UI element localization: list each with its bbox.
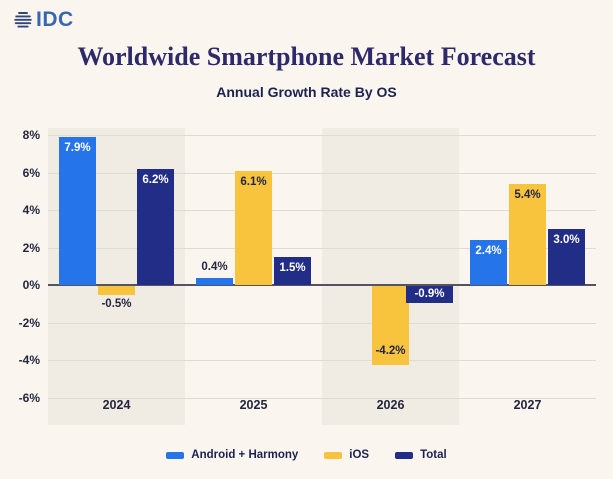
y-axis-tick-8: 8% [22,128,40,142]
legend-item-android-harmony: Android + Harmony [166,449,298,461]
chart-plot-area: 2024 2025 2026 2027 8% 6% 4% 2% 0% -2% -4% -6% 7.9% 0… [19,128,596,425]
bar-label-ios-2026: -4.2% [375,344,406,357]
chart-legend: Android + Harmony iOS Total [0,449,613,461]
globe-stripes-icon [14,12,32,28]
page-title: Worldwide Smartphone Market Forecast [77,42,536,71]
x-axis-label-2026: 2026 [376,398,405,412]
y-axis-tick--4: -4% [18,353,40,367]
x-axis-label-2027: 2027 [513,398,542,412]
bar-label-ios-2027: 5.4% [514,188,541,201]
bar-ios-2027 [509,183,546,285]
y-axis-tick--6: -6% [18,390,40,405]
bar-android-harmony-2025 [196,277,233,285]
legend-label-ios: iOS [349,449,370,461]
legend-label-android-harmony: Android + Harmony [191,449,299,461]
bar-ios-2024 [98,286,135,296]
bar-total-2024 [137,168,174,285]
gridline-2 [48,247,596,249]
bar-ios-2026 [372,286,409,365]
y-axis-tick--2: -2% [18,315,40,330]
gridline--6 [48,397,596,399]
gridline-6 [48,172,596,174]
bar-label-total-2027: 3.0% [553,233,580,246]
legend-swatch-ios-icon [324,451,343,459]
legend-swatch-android-harmony-icon [166,451,185,459]
legend-label-total: Total [420,449,447,461]
legend-item-total: Total [395,449,447,461]
logo-text: IDC [36,8,74,31]
x-axis-label-2025: 2025 [239,398,268,412]
y-axis-tick-4: 4% [22,203,40,217]
y-axis-tick-6: 6% [22,165,40,180]
zero-axis-line [48,284,596,286]
bar-label-total-2025: 1.5% [279,261,306,274]
bar-label-android-harmony-2027: 2.4% [475,245,502,257]
y-axis-tick-0: 0% [22,278,40,292]
gridline-8 [48,135,596,136]
gridline--4 [48,360,596,361]
bar-label-ios-2025: 6.1% [240,175,267,188]
legend-item-ios: iOS [324,449,369,461]
y-axis-tick-2: 2% [22,240,40,255]
bar-label-total-2024: 6.2% [142,173,169,186]
bar-label-ios-2024: -0.5% [101,298,132,311]
bar-total-2027 [548,228,585,285]
gridline-4 [48,210,596,211]
page-subtitle: Annual Growth Rate By OS [216,84,397,100]
legend-swatch-total-icon [395,451,414,459]
idc-logo: IDC [13,8,74,32]
x-axis-label-2024: 2024 [102,398,131,412]
bar-android-harmony-2027 [470,240,507,285]
gridline--2 [48,322,596,324]
bar-android-harmony-2024 [59,136,96,285]
bar-ios-2025 [235,170,272,285]
category-band-2026 [322,128,459,425]
bar-label-total-2026: -0.9% [406,286,453,303]
bar-label-android-harmony-2025: 0.4% [201,260,228,273]
bar-label-android-harmony-2024: 7.9% [64,141,91,154]
bar-total-2025 [274,256,311,285]
